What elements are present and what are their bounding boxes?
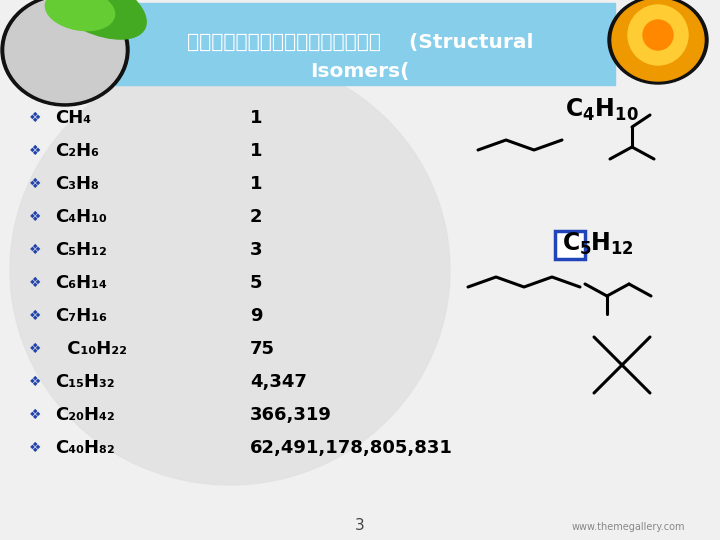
Text: ❖: ❖ (29, 243, 41, 257)
Text: ❖: ❖ (29, 177, 41, 191)
Text: 62,491,178,805,831: 62,491,178,805,831 (250, 439, 453, 457)
Text: 2: 2 (250, 208, 263, 226)
Text: C₅H₁₂: C₅H₁₂ (55, 241, 107, 259)
Text: 3: 3 (355, 517, 365, 532)
Text: ❖: ❖ (29, 342, 41, 356)
Ellipse shape (45, 0, 114, 31)
Ellipse shape (628, 5, 688, 65)
Text: ❖: ❖ (29, 210, 41, 224)
Text: ❖: ❖ (29, 375, 41, 389)
Text: C₃H₈: C₃H₈ (55, 175, 99, 193)
Ellipse shape (10, 55, 450, 485)
Text: ❖: ❖ (29, 276, 41, 290)
Text: 9: 9 (250, 307, 263, 325)
Text: 1: 1 (250, 142, 263, 160)
Ellipse shape (44, 0, 146, 39)
Text: 75: 75 (250, 340, 275, 358)
Ellipse shape (643, 20, 673, 50)
Text: ❖: ❖ (29, 309, 41, 323)
Text: ❖: ❖ (29, 408, 41, 422)
Text: 1: 1 (250, 175, 263, 193)
Ellipse shape (5, 0, 125, 103)
Text: 366,319: 366,319 (250, 406, 332, 424)
Text: Isomers(: Isomers( (310, 63, 410, 82)
Text: ❖: ❖ (29, 144, 41, 158)
Text: C₆H₁₄: C₆H₁₄ (55, 274, 107, 292)
Text: CH₄: CH₄ (55, 109, 91, 127)
Text: C₄₀H₈₂: C₄₀H₈₂ (55, 439, 114, 457)
Text: 5: 5 (250, 274, 263, 292)
Text: C₂H₆: C₂H₆ (55, 142, 99, 160)
Ellipse shape (1, 0, 129, 106)
Ellipse shape (608, 0, 708, 84)
Text: ❖: ❖ (29, 441, 41, 455)
Text: $\mathbf{C_4H_{10}}$: $\mathbf{C_4H_{10}}$ (565, 97, 639, 123)
FancyBboxPatch shape (555, 231, 585, 259)
Text: C₄H₁₀: C₄H₁₀ (55, 208, 107, 226)
Text: C₁₀H₂₂: C₁₀H₂₂ (61, 340, 127, 358)
Text: $\mathbf{C_5}$: $\mathbf{C_5}$ (562, 231, 592, 257)
Ellipse shape (612, 0, 704, 81)
Text: www.themegallery.com: www.themegallery.com (572, 522, 685, 532)
Text: C₇H₁₆: C₇H₁₆ (55, 307, 107, 325)
Text: 3: 3 (250, 241, 263, 259)
Text: C₂₀H₄₂: C₂₀H₄₂ (55, 406, 114, 424)
Text: C₁₅H₃₂: C₁₅H₃₂ (55, 373, 114, 391)
Text: ไอโซเมอรโครงสราง    (Structural: ไอโซเมอรโครงสราง (Structural (186, 32, 534, 51)
Text: 1: 1 (250, 109, 263, 127)
Text: ❖: ❖ (29, 111, 41, 125)
Text: 4,347: 4,347 (250, 373, 307, 391)
Bar (105, 3, 615, 85)
Text: $\mathbf{H_{12}}$: $\mathbf{H_{12}}$ (590, 231, 634, 257)
